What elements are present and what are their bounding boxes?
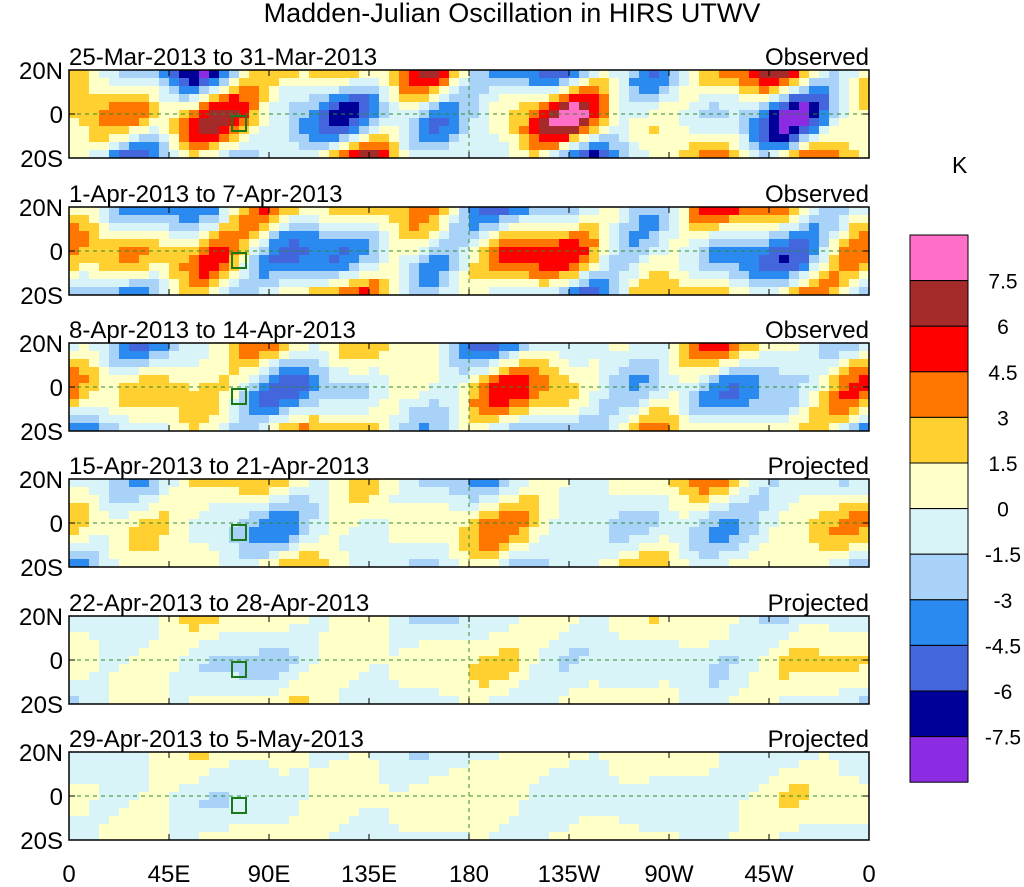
colorbar-swatch bbox=[909, 325, 969, 373]
colorbar-swatch bbox=[909, 416, 969, 464]
colorbar-label: 7.5 bbox=[988, 271, 1017, 294]
colorbar-swatch bbox=[909, 371, 969, 418]
lon-label: 45W bbox=[744, 861, 794, 887]
lon-label: 90E bbox=[248, 861, 291, 887]
lon-label: 90W bbox=[644, 861, 694, 887]
region-box bbox=[231, 797, 247, 814]
lat-label: 20N bbox=[19, 604, 63, 631]
region-box bbox=[231, 388, 247, 405]
lat-label: 20S bbox=[20, 419, 63, 446]
colorbar-swatch bbox=[909, 234, 969, 282]
colorbar: 7.5 6 4.5 3 1.5 0 -1.5 -3 -4.5 -6 -7.5 bbox=[909, 234, 1021, 783]
colorbar-label: 3 bbox=[997, 407, 1009, 430]
map-panel: 25-Mar-2013 to 31-Mar-2013 Observed 20N 0 20… bbox=[19, 44, 870, 173]
panel-status: Observed bbox=[765, 181, 869, 208]
lat-label: 0 bbox=[50, 102, 63, 129]
colorbar-swatch bbox=[909, 690, 969, 738]
lat-label: 20S bbox=[20, 828, 63, 855]
panel-status: Observed bbox=[765, 317, 869, 344]
map-panel: 8-Apr-2013 to 14-Apr-2013 Observed 20N 0 20S bbox=[19, 317, 870, 446]
colorbar-swatch bbox=[909, 508, 969, 555]
panel-status: Projected bbox=[768, 590, 869, 617]
lat-label: 20S bbox=[20, 283, 63, 310]
longitude-axis: 0 45E 90E 135E 180 135W 90W 45W 0 bbox=[62, 861, 875, 887]
map-panel: 15-Apr-2013 to 21-Apr-2013 Projected 20N 0 2… bbox=[19, 453, 870, 582]
lat-label: 0 bbox=[50, 239, 63, 266]
lat-label: 20N bbox=[19, 195, 63, 222]
region-box bbox=[231, 115, 247, 132]
lon-label: 135W bbox=[538, 861, 601, 887]
panel-status: Projected bbox=[768, 726, 869, 753]
colorbar-swatch bbox=[909, 280, 969, 327]
map-panel: 29-Apr-2013 to 5-May-2013 Projected 20N 0 20… bbox=[19, 726, 870, 855]
panel-date-range: 15-Apr-2013 to 21-Apr-2013 bbox=[69, 453, 369, 480]
lat-label: 0 bbox=[50, 375, 63, 402]
panel-date-range: 1-Apr-2013 to 7-Apr-2013 bbox=[69, 181, 343, 208]
region-box bbox=[231, 252, 247, 269]
lon-label: 0 bbox=[62, 861, 75, 887]
colorbar-label: -7.5 bbox=[985, 727, 1021, 750]
anomaly-field bbox=[69, 343, 869, 431]
colorbar-swatch bbox=[909, 553, 969, 601]
anomaly-field bbox=[69, 70, 869, 158]
colorbar-label: 1.5 bbox=[988, 453, 1017, 476]
colorbar-swatch bbox=[909, 644, 969, 692]
lat-label: 20S bbox=[20, 146, 63, 173]
chart-title: Madden-Julian Oscillation in HIRS UTWV bbox=[263, 0, 761, 28]
lat-label: 20S bbox=[20, 692, 63, 719]
lat-label: 20S bbox=[20, 555, 63, 582]
lat-label: 20N bbox=[19, 58, 63, 85]
colorbar-label: -6 bbox=[994, 681, 1013, 704]
colorbar-label: -3 bbox=[994, 590, 1013, 613]
lat-label: 0 bbox=[50, 511, 63, 538]
lat-label: 20N bbox=[19, 740, 63, 767]
lon-label: 0 bbox=[862, 861, 875, 887]
lat-label: 20N bbox=[19, 331, 63, 358]
panel-date-range: 25-Mar-2013 to 31-Mar-2013 bbox=[69, 44, 377, 71]
colorbar-unit: K bbox=[952, 152, 968, 178]
anomaly-field bbox=[69, 207, 869, 295]
map-panel: 22-Apr-2013 to 28-Apr-2013 Projected 20N 0 2… bbox=[19, 590, 870, 719]
region-box bbox=[231, 524, 247, 541]
lon-label: 45E bbox=[148, 861, 191, 887]
colorbar-swatch bbox=[909, 736, 969, 783]
colorbar-label: 4.5 bbox=[988, 362, 1017, 385]
colorbar-label: 6 bbox=[997, 316, 1009, 339]
lat-label: 0 bbox=[50, 648, 63, 675]
anomaly-field bbox=[69, 616, 869, 704]
region-box bbox=[231, 661, 247, 678]
colorbar-swatch bbox=[909, 462, 969, 510]
colorbar-swatch bbox=[909, 599, 969, 646]
panel-date-range: 22-Apr-2013 to 28-Apr-2013 bbox=[69, 590, 369, 617]
lon-label: 135E bbox=[341, 861, 397, 887]
colorbar-label: -1.5 bbox=[985, 544, 1021, 567]
colorbar-label: 0 bbox=[997, 499, 1009, 522]
colorbar-label: -4.5 bbox=[985, 635, 1021, 658]
panel-status: Observed bbox=[765, 44, 869, 71]
panel-date-range: 8-Apr-2013 to 14-Apr-2013 bbox=[69, 317, 356, 344]
map-panel: 1-Apr-2013 to 7-Apr-2013 Observed 20N 0 20S bbox=[19, 181, 870, 310]
panel-date-range: 29-Apr-2013 to 5-May-2013 bbox=[69, 726, 364, 753]
panel-status: Projected bbox=[768, 453, 869, 480]
lat-label: 0 bbox=[50, 784, 63, 811]
anomaly-field bbox=[69, 752, 869, 840]
lat-label: 20N bbox=[19, 467, 63, 494]
lon-label: 180 bbox=[449, 861, 489, 887]
anomaly-field bbox=[69, 479, 869, 567]
